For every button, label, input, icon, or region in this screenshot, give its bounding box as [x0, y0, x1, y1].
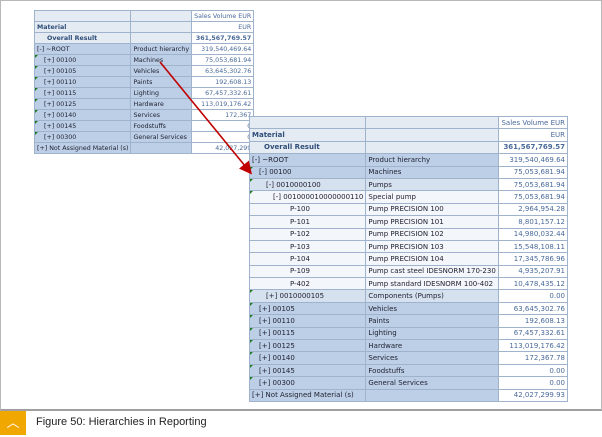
- hierarchy-node: P-104: [248, 252, 367, 266]
- sales-value: 0.00: [498, 376, 568, 390]
- arrow-icon: [159, 61, 253, 175]
- sales-value: 0.00: [498, 289, 568, 303]
- sales-value: 10,478,435.12: [498, 277, 568, 291]
- table-row: [-] ~ROOT Product hierarchy 319,540,469.64: [248, 153, 568, 167]
- node-description: General Services: [365, 376, 500, 390]
- hierarchy-node: P-101: [248, 215, 367, 229]
- sales-value: 75,053,681.94: [498, 190, 568, 204]
- hierarchy-node[interactable]: [-] 001000010000000110: [248, 190, 367, 204]
- row-value: 361,567,769.57: [498, 140, 568, 155]
- sales-value: 42,027,299.93: [498, 388, 568, 403]
- table-row: [-] 001000010000000110 Special pump 75,053…: [248, 190, 568, 204]
- node-description: Lighting: [365, 326, 500, 341]
- node-description: Vehicles: [365, 301, 500, 316]
- caption-text: Figure 50: Hierarchies in Reporting: [36, 416, 207, 428]
- overall-result-row: Overall Result 361,567,769.57: [248, 140, 568, 155]
- table-row: [+] 00125 Hardware 113,019,176.42: [248, 339, 568, 353]
- table-row: [-] 00100 Machines 75,053,681.94: [248, 165, 568, 179]
- node-description: [365, 388, 500, 403]
- sales-value: 8,801,157.12: [498, 215, 568, 229]
- table-row: P-104 Pump PRECISION 104 17,345,786.96: [248, 252, 568, 266]
- table-row: P-102 Pump PRECISION 102 14,980,032.44: [248, 227, 568, 241]
- sales-value: 75,053,681.94: [498, 177, 568, 192]
- node-description: Pump PRECISION 103: [365, 239, 500, 254]
- hierarchy-node: P-100: [248, 202, 367, 217]
- table-row: [+] 00115 Lighting 67,457,332.61: [33, 87, 255, 99]
- sales-value: 17,345,786.96: [498, 252, 568, 266]
- hierarchy-node[interactable]: [+] 00300: [248, 376, 367, 390]
- row-text: [365, 128, 500, 142]
- table-row: [-] 0010000100 Pumps 75,053,681.94: [248, 177, 568, 192]
- sales-value: 15,548,108.11: [498, 239, 568, 254]
- table-row: [+] 00140 Services 172,367: [33, 109, 255, 121]
- hierarchy-node[interactable]: [+] 00300: [33, 131, 132, 143]
- arrow-overlay: [159, 61, 253, 175]
- row-value: EUR: [498, 128, 568, 142]
- sales-value: 75,053,681.94: [191, 54, 255, 66]
- sales-value: 67,457,332.61: [498, 326, 568, 341]
- node-description: Hardware: [365, 339, 500, 353]
- sales-value: 42,027,299: [191, 142, 255, 154]
- node-description: Pump PRECISION 102: [365, 227, 500, 241]
- hierarchy-node[interactable]: [+] 00140: [248, 351, 367, 365]
- sales-value: 319,540,469.64: [498, 153, 568, 167]
- hierarchy-node[interactable]: [+] 00115: [248, 326, 367, 341]
- table-row: P-100 Pump PRECISION 100 2,964,954.28: [248, 202, 568, 217]
- table-row: P-103 Pump PRECISION 103 15,548,108.11: [248, 239, 568, 254]
- hierarchy-node[interactable]: [-] 0010000100: [248, 177, 367, 192]
- hierarchy-node[interactable]: [+] 00105: [248, 301, 367, 316]
- table-row: P-101 Pump PRECISION 101 8,801,157.12: [248, 215, 568, 229]
- table-row: [+] 00140 Services 172,367.78: [248, 351, 568, 365]
- hierarchy-node: P-402: [248, 277, 367, 291]
- hierarchy-node: P-102: [248, 227, 367, 241]
- node-description: Pump PRECISION 100: [365, 202, 500, 217]
- table-row: [+] Not Assigned Material (s) 42,027,299.…: [248, 388, 568, 403]
- table-row: [+] 00125 Hardware 113,019,176.42: [33, 98, 255, 110]
- hierarchy-node[interactable]: [+] 00125: [248, 339, 367, 353]
- node-description: Special pump: [365, 190, 500, 204]
- small-report-table: Sales Volume EUR Material EUR Overall Resul…: [33, 10, 255, 154]
- hierarchy-node[interactable]: [+] Not Assigned Material (s): [33, 142, 132, 154]
- table-row: [+] 00115 Lighting 67,457,332.61: [248, 326, 568, 341]
- sales-value: 2,964,954.28: [498, 202, 568, 217]
- hierarchy-node: P-103: [248, 239, 367, 254]
- table-row: [+] 00300 General Services 0.00: [248, 376, 568, 390]
- node-description: Pump cast steel IDESNORM 170-230: [365, 264, 500, 279]
- table-row: [+] 00105 Vehicles 63,645,302.76: [248, 301, 568, 316]
- sales-value: 172,367.78: [498, 351, 568, 365]
- node-description: Services: [365, 351, 500, 365]
- row-key: Overall Result: [248, 140, 367, 155]
- sales-value: 75,053,681.94: [498, 165, 568, 179]
- row-text: [365, 140, 500, 155]
- row-key: Material: [248, 128, 367, 142]
- table-row: P-402 Pump standard IDESNORM 100-402 10,47…: [248, 277, 568, 291]
- table-row: [+] 0010000105 Components (Pumps) 0.00: [248, 289, 568, 303]
- figure-caption: ︿ Figure 50: Hierarchies in Reporting: [0, 411, 602, 436]
- table-row: P-109 Pump cast steel IDESNORM 170-230 4,9…: [248, 264, 568, 279]
- hierarchy-node[interactable]: [+] 0010000105: [248, 289, 367, 303]
- node-description: Pumps: [365, 177, 500, 192]
- table-row: [+] 00110 Paints 192,608.13: [33, 76, 255, 88]
- material-row: Material EUR: [248, 128, 568, 142]
- chevron-up-icon[interactable]: ︿: [0, 411, 26, 435]
- hierarchy-node[interactable]: [+] Not Assigned Material (s): [248, 388, 367, 403]
- table-row: [+] 00100 Machines 75,053,681.94: [33, 54, 255, 66]
- table-row: [+] Not Assigned Material (s) 42,027,299: [33, 142, 255, 154]
- node-description: Pump PRECISION 101: [365, 215, 500, 229]
- hierarchy-node[interactable]: [-] ~ROOT: [248, 153, 367, 167]
- sales-value: 14,980,032.44: [498, 227, 568, 241]
- expanded-report-table: Sales Volume EUR Material EUR Overall Resul…: [248, 115, 568, 403]
- node-description: Machines: [365, 165, 500, 179]
- node-description: Product hierarchy: [365, 153, 500, 167]
- hierarchy-node[interactable]: [+] 00140: [33, 109, 132, 121]
- node-description: Components (Pumps): [365, 289, 500, 303]
- hierarchy-node[interactable]: [+] 00110: [248, 314, 367, 328]
